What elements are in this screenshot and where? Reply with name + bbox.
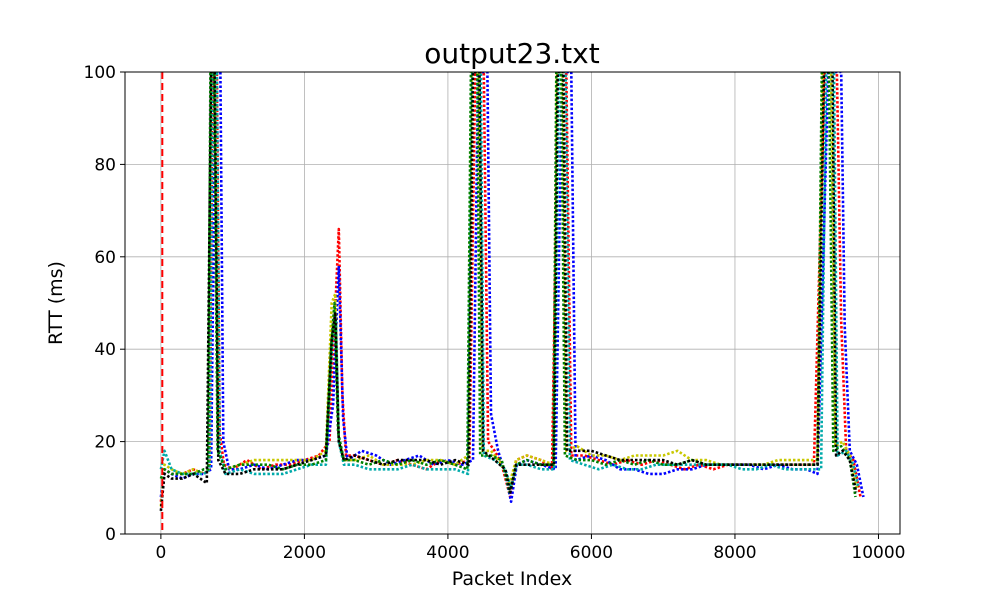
- series-line-3: [159, 72, 859, 507]
- x-tick-label: 10000: [851, 543, 905, 563]
- x-tick-label: 6000: [570, 543, 613, 563]
- x-tick-label: 2000: [283, 543, 326, 563]
- plot-area: [159, 72, 865, 534]
- x-axis-label: Packet Index: [452, 568, 573, 590]
- y-tick-label: 0: [105, 525, 116, 545]
- series-line-5: [159, 72, 857, 498]
- series-line-2: [159, 72, 865, 504]
- axes: 0 2000 4000 6000 8000 10000 0 20 40 60 80 100: [84, 63, 906, 563]
- x-tick-label: 4000: [426, 543, 469, 563]
- y-tick-label: 40: [94, 340, 116, 360]
- y-tick-label: 100: [84, 63, 116, 83]
- x-tick-label: 0: [155, 543, 166, 563]
- y-axis-label: RTT (ms): [45, 261, 67, 345]
- y-tick-label: 80: [94, 155, 116, 175]
- series-line-4: [159, 72, 860, 490]
- x-tick-label: 8000: [713, 543, 756, 563]
- y-tick-label: 20: [94, 433, 116, 453]
- series-line-6: [159, 72, 858, 512]
- chart-title: output23.txt: [424, 37, 599, 70]
- y-tick-label: 60: [94, 248, 116, 268]
- plot-frame: [124, 71, 901, 535]
- series-line-1: [159, 72, 862, 502]
